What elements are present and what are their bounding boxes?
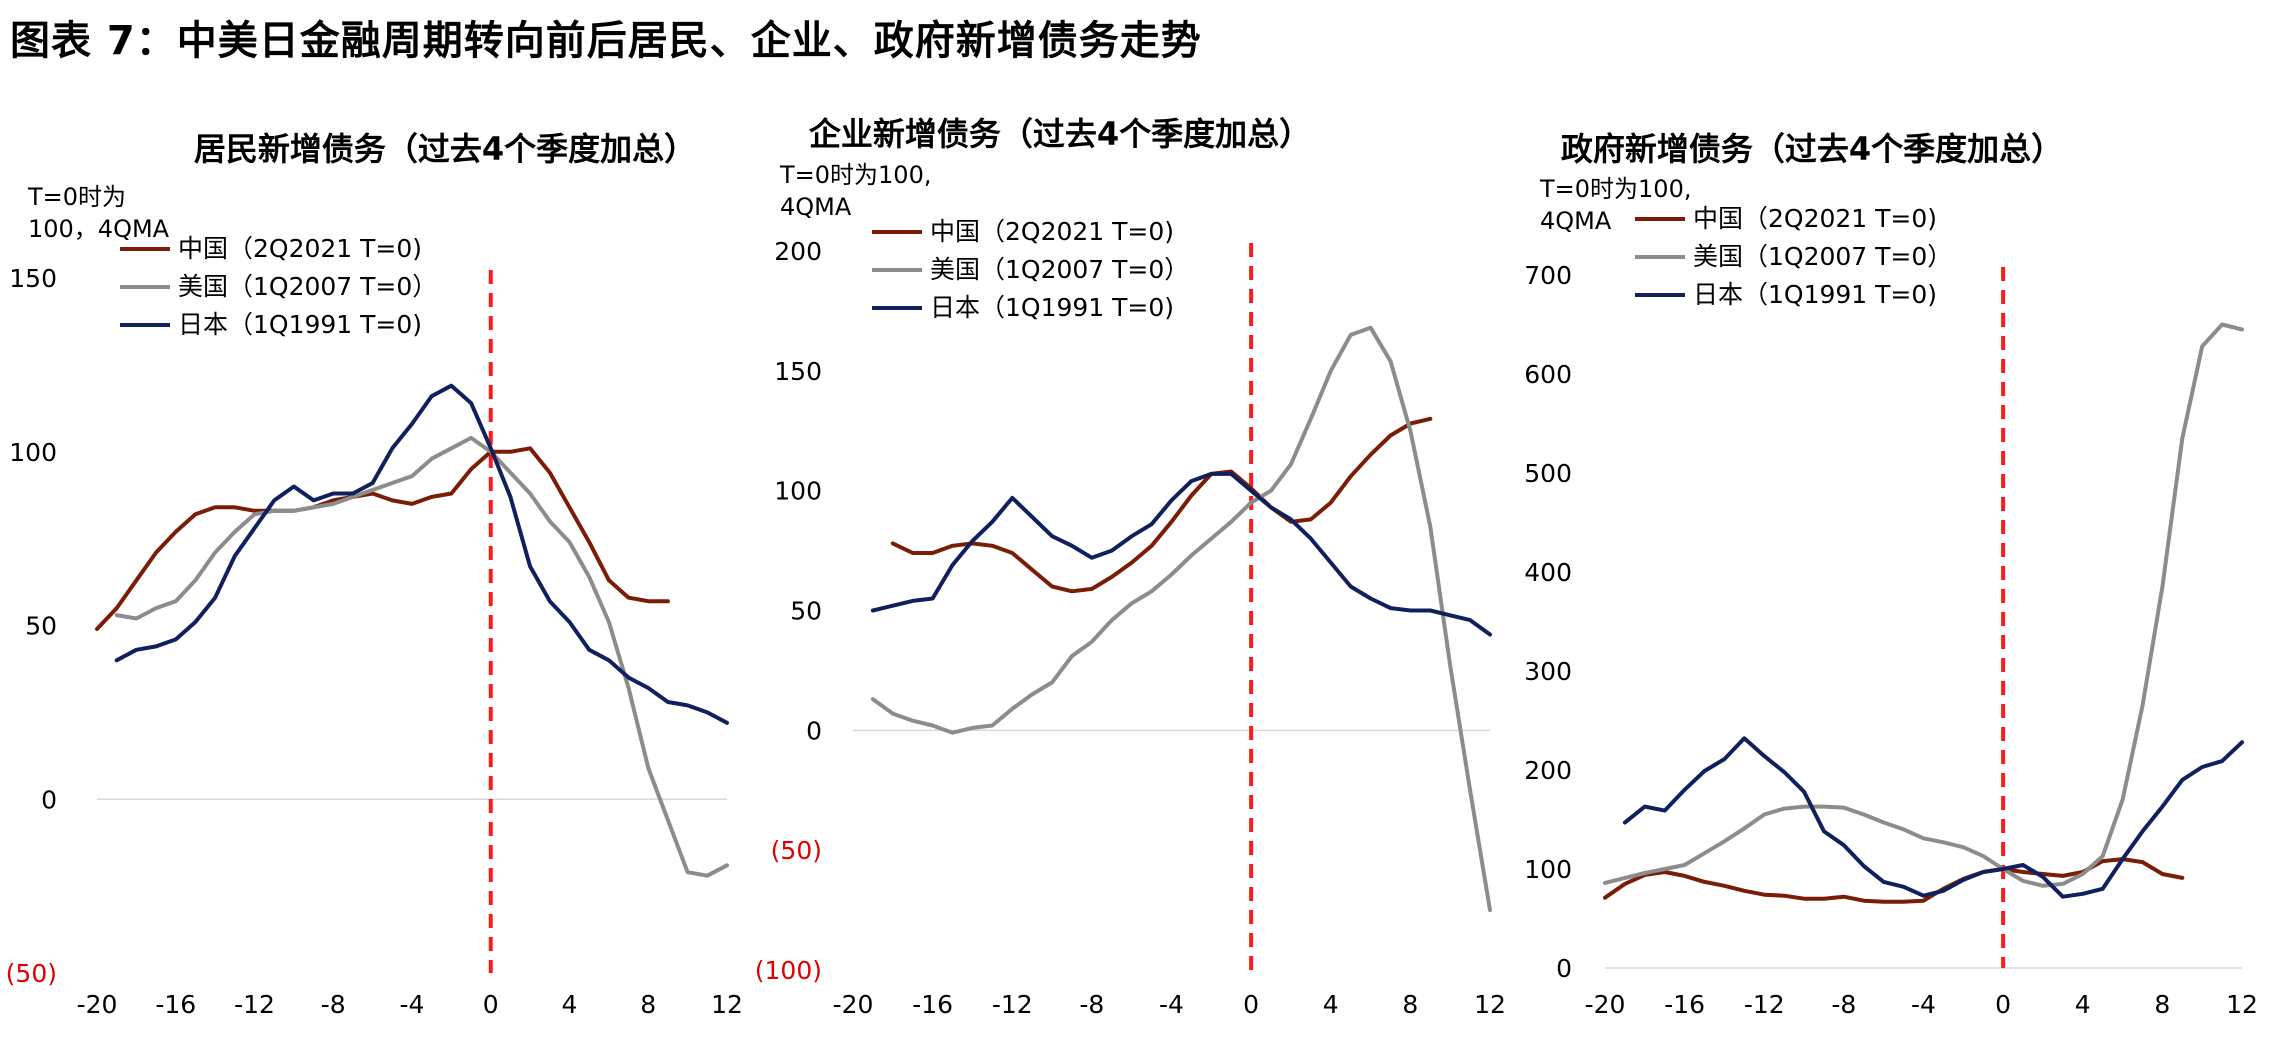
y-tick-label: 50 xyxy=(790,597,822,626)
legend-label-china: 中国（2Q2021 T=0) xyxy=(178,234,422,263)
legend-label-china: 中国（2Q2021 T=0) xyxy=(930,217,1174,246)
y-tick-label: 0 xyxy=(806,716,822,745)
y-tick-label: (50) xyxy=(6,959,57,988)
y-tick-label: (50) xyxy=(771,836,822,865)
series-line-japan xyxy=(870,471,1492,637)
unit-note: 4QMA xyxy=(780,193,852,221)
y-tick-label: 100 xyxy=(774,477,822,506)
x-tick-label: 8 xyxy=(640,990,656,1019)
chart-title: 居民新增债务（过去4个季度加总） xyxy=(194,130,696,168)
series-line-usa xyxy=(870,325,1492,913)
x-tick-label: -4 xyxy=(1159,990,1184,1019)
y-tick-label: 0 xyxy=(1556,954,1572,983)
chart-title: 政府新增债务（过去4个季度加总） xyxy=(1561,130,2063,168)
y-tick-label: 50 xyxy=(25,612,57,641)
x-tick-label: -16 xyxy=(1664,990,1705,1019)
series-line-china xyxy=(890,416,1433,594)
legend-label-china: 中国（2Q2021 T=0) xyxy=(1693,204,1937,233)
x-tick-label: 0 xyxy=(483,990,499,1019)
y-tick-label: 200 xyxy=(1524,756,1572,785)
y-tick-label: 500 xyxy=(1524,459,1572,488)
series-line-usa xyxy=(114,435,729,878)
x-tick-label: 8 xyxy=(2154,990,2170,1019)
unit-note: T=0时为100, xyxy=(779,161,931,189)
legend-label-usa: 美国（1Q2007 T=0） xyxy=(178,272,437,301)
household-debt-chart: 居民新增债务（过去4个季度加总） T=0时为 100，4QMA 150 100 50 0 (5… xyxy=(6,130,743,1019)
x-tick-label: 4 xyxy=(2075,990,2091,1019)
x-tick-label: -8 xyxy=(321,990,346,1019)
legend-label-usa: 美国（1Q2007 T=0） xyxy=(1693,242,1952,271)
x-tick-label: 8 xyxy=(1402,990,1418,1019)
unit-note: 4QMA xyxy=(1540,207,1612,235)
legend-label-usa: 美国（1Q2007 T=0） xyxy=(930,255,1189,284)
unit-note: 100，4QMA xyxy=(28,215,170,243)
x-tick-label: 12 xyxy=(1474,990,1506,1019)
y-tick-label: 300 xyxy=(1524,657,1572,686)
x-tick-label: -4 xyxy=(400,990,425,1019)
legend-label-japan: 日本（1Q1991 T=0) xyxy=(1693,280,1937,309)
x-tick-label: -8 xyxy=(1831,990,1856,1019)
x-tick-label: -20 xyxy=(833,990,874,1019)
x-tick-label: 0 xyxy=(1243,990,1259,1019)
series-line-japan xyxy=(1622,736,2244,899)
series-line-japan xyxy=(114,383,729,725)
y-tick-label: 700 xyxy=(1524,261,1572,290)
y-tick-label: 400 xyxy=(1524,558,1572,587)
x-tick-label: 0 xyxy=(1995,990,2011,1019)
x-tick-label: -20 xyxy=(1585,990,1626,1019)
x-tick-label: -16 xyxy=(912,990,953,1019)
legend-label-japan: 日本（1Q1991 T=0) xyxy=(930,293,1174,322)
series-line-usa xyxy=(1603,322,2244,888)
y-tick-label: 200 xyxy=(774,237,822,266)
y-tick-label: 150 xyxy=(9,264,57,293)
corporate-debt-chart: 企业新增债务（过去4个季度加总） T=0时为100, 4QMA 200 150 100 50… xyxy=(755,115,1506,1019)
government-debt-chart: 政府新增债务（过去4个季度加总）T=0时为100,4QMA70060050040… xyxy=(1524,130,2258,1019)
y-tick-label: (100) xyxy=(755,956,822,985)
unit-note: T=0时为 xyxy=(27,183,126,211)
x-tick-label: 4 xyxy=(1323,990,1339,1019)
y-tick-label: 600 xyxy=(1524,360,1572,389)
y-tick-label: 150 xyxy=(774,357,822,386)
series-line-china xyxy=(95,446,670,631)
x-tick-label: -12 xyxy=(992,990,1033,1019)
x-tick-label: -4 xyxy=(1911,990,1936,1019)
unit-note: T=0时为100, xyxy=(1539,175,1691,203)
x-tick-label: -8 xyxy=(1079,990,1104,1019)
y-tick-label: 0 xyxy=(41,785,57,814)
x-tick-label: -12 xyxy=(234,990,275,1019)
y-tick-label: 100 xyxy=(1524,855,1572,884)
figure-title: 图表 7：中美日金融周期转向前后居民、企业、政府新增债务走势 xyxy=(10,18,1202,64)
x-tick-label: 4 xyxy=(562,990,578,1019)
chart-title: 企业新增债务（过去4个季度加总） xyxy=(809,115,1311,153)
y-tick-label: 100 xyxy=(9,438,57,467)
x-tick-label: -12 xyxy=(1744,990,1785,1019)
legend-label-japan: 日本（1Q1991 T=0) xyxy=(178,310,422,339)
x-tick-label: -16 xyxy=(155,990,196,1019)
x-tick-label: -20 xyxy=(77,990,118,1019)
x-tick-label: 12 xyxy=(2226,990,2258,1019)
series-line-china xyxy=(1603,857,2185,904)
x-tick-label: 12 xyxy=(711,990,743,1019)
